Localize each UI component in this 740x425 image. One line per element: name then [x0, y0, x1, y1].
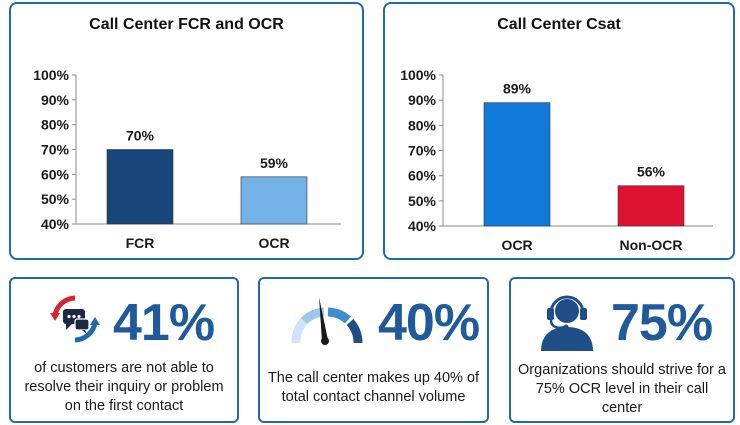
data-label: 56% [637, 164, 666, 180]
y-tick-label: 90% [408, 92, 437, 108]
y-tick-label: 40% [41, 216, 70, 232]
gauge-icon [291, 297, 363, 345]
y-tick-label: 70% [41, 142, 70, 158]
chat-refresh-icon [50, 295, 100, 343]
y-tick-label: 50% [41, 191, 70, 207]
chart-title: Call Center FCR and OCR [89, 16, 284, 33]
y-tick-label: 60% [408, 168, 437, 184]
bar-ocr [483, 102, 551, 227]
y-tick-label: 70% [408, 143, 437, 159]
y-tick-label: 40% [408, 218, 437, 234]
stat-card-first-contact: 41% of customers are not able to resolve… [9, 277, 239, 423]
x-tick-label: Non-OCR [620, 237, 683, 253]
csat-chart: 40% 50% 60% 70% 80% 90% 100% 89% OCR 56% Non-OCR [400, 67, 713, 253]
fcr-ocr-chart: 40% 50% 60% 70% 80% 90% 100% 70% FCR 59% OCR [33, 67, 341, 251]
bar-non-ocr [617, 185, 685, 227]
data-label: 70% [126, 128, 155, 144]
y-tick-label: 50% [408, 193, 437, 209]
y-tick-label: 80% [408, 117, 437, 133]
headset-agent-icon [541, 295, 593, 351]
stat-description: of customers are not able to resolve the… [24, 360, 224, 414]
fcr-ocr-chart-panel: Call Center FCR and OCR 40% 50% 60% 70% 80% 9… [9, 2, 364, 260]
stat-card-ocr-target: 75% Organizations should strive for a 75… [509, 277, 735, 423]
stat-card-channel-volume: 40% The call center makes up 40% of tota… [258, 277, 489, 423]
x-tick-label: OCR [501, 237, 532, 253]
chart-title: Call Center Csat [497, 16, 621, 33]
data-label: 59% [260, 155, 289, 171]
y-tick-label: 90% [41, 92, 70, 108]
y-tick-label: 80% [41, 117, 70, 133]
y-tick-label: 100% [33, 67, 69, 83]
csat-chart-panel: Call Center Csat 40% 50% 60% 70% 80% 90% 100% 8… [383, 2, 735, 260]
x-tick-label: FCR [126, 235, 155, 251]
data-label: 89% [503, 81, 532, 97]
stat-value: 75% [611, 294, 713, 352]
stat-value: 40% [378, 294, 480, 352]
y-tick-label: 100% [400, 67, 436, 83]
y-tick-label: 60% [41, 166, 70, 182]
bar-ocr [240, 176, 308, 225]
stat-value: 41% [113, 294, 215, 352]
x-tick-label: OCR [258, 235, 289, 251]
stat-description: Organizations should strive for a 75% OC… [518, 362, 726, 416]
stat-description: The call center makes up 40% of total co… [267, 370, 480, 405]
bar-fcr [106, 149, 174, 225]
